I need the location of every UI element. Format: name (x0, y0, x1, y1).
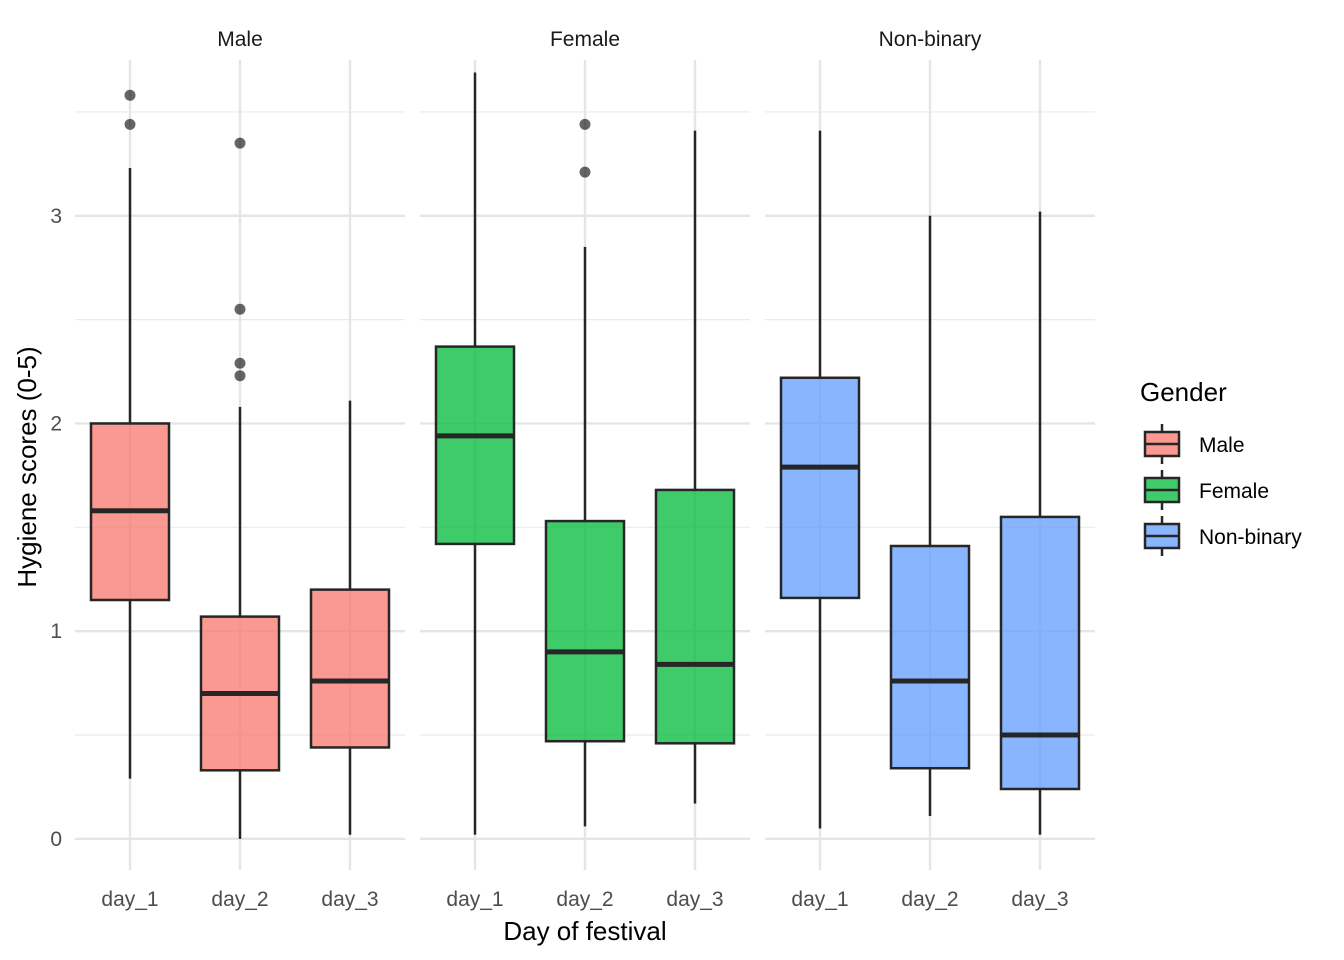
y-axis-title: Hygiene scores (0-5) (12, 346, 42, 587)
facet-panel-female: Female day_1 day_2 day_3 (420, 28, 750, 911)
outlier-point (234, 357, 246, 369)
boxplot-day_2 (544, 118, 626, 827)
box (779, 376, 861, 600)
outlier-point (124, 89, 136, 101)
facet-strip-label: Non-binary (879, 28, 982, 51)
outlier-point (234, 137, 246, 149)
box (889, 544, 971, 770)
box (999, 515, 1081, 791)
legend-item-female: Female (1143, 470, 1269, 510)
x-tick-label: day_2 (211, 888, 268, 911)
y-tick-label: 0 (50, 828, 62, 851)
legend-label: Non-binary (1199, 526, 1302, 549)
x-tick-label: day_1 (101, 888, 158, 911)
y-axis-tick-labels: 0 1 2 3 (50, 205, 62, 851)
facet-panels: Male day_1 day_2 day_3 Female day_1 day_2 day_3… (75, 28, 1095, 911)
legend-item-male: Male (1143, 424, 1245, 464)
y-tick-label: 1 (50, 620, 62, 643)
outlier-point (579, 166, 591, 178)
legend: Gender Male Female Non-binary (1140, 377, 1302, 556)
x-tick-label: day_2 (901, 888, 958, 911)
facet-strip-label: Male (217, 28, 263, 51)
legend-title: Gender (1140, 377, 1227, 407)
facet-strip-label: Female (550, 28, 620, 51)
legend-label: Female (1199, 480, 1269, 503)
x-tick-label: day_1 (446, 888, 503, 911)
boxplot-day_1 (434, 72, 516, 835)
outlier-point (234, 370, 246, 382)
x-tick-label: day_1 (791, 888, 848, 911)
facet-panel-male: Male day_1 day_2 day_3 (75, 28, 405, 911)
boxplot-day_1 (89, 89, 171, 779)
box (309, 588, 391, 749)
x-tick-label: day_3 (1011, 888, 1068, 911)
boxplot-day_3 (999, 211, 1081, 835)
legend-label: Male (1199, 434, 1245, 457)
box (434, 345, 516, 546)
box (654, 488, 736, 745)
boxplot-day_3 (309, 400, 391, 835)
boxplot-day_2 (199, 137, 281, 839)
boxplot-day_3 (654, 130, 736, 804)
x-tick-label: day_2 (556, 888, 613, 911)
x-axis-title: Day of festival (503, 916, 666, 946)
outlier-point (124, 118, 136, 130)
y-tick-label: 2 (50, 412, 62, 435)
x-tick-label: day_3 (321, 888, 378, 911)
box (544, 519, 626, 743)
legend-item-non-binary: Non-binary (1143, 516, 1302, 556)
y-tick-label: 3 (50, 205, 62, 228)
outlier-point (234, 303, 246, 315)
boxplot-day_2 (889, 215, 971, 816)
outlier-point (579, 118, 591, 130)
x-tick-label: day_3 (666, 888, 723, 911)
facet-panel-non-binary: Non-binary day_1 day_2 day_3 (765, 28, 1095, 911)
boxplot-day_1 (779, 130, 861, 829)
